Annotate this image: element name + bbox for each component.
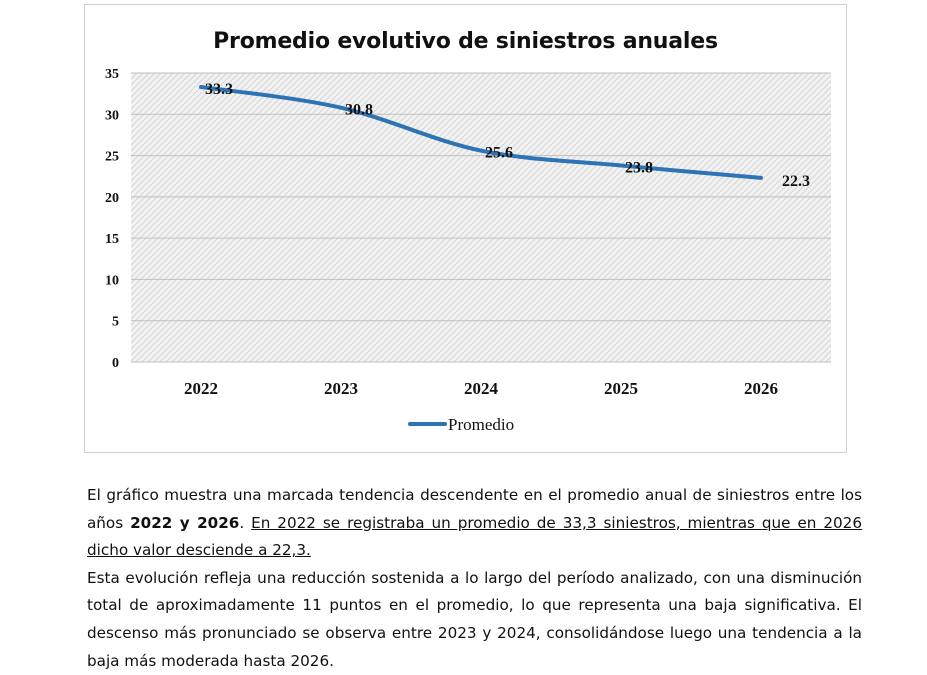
x-axis-ticks: 2022 2023 2024 2025 2026 [184, 379, 778, 398]
data-labels: 33.3 30.8 25.6 23.8 22.3 [205, 81, 810, 190]
chart-title: Promedio evolutivo de siniestros anuales [213, 29, 718, 54]
y-tick-label: 30 [105, 108, 119, 123]
y-tick-label: 35 [105, 67, 119, 82]
legend-label: Promedio [448, 415, 514, 434]
x-tick-label: 2026 [744, 379, 778, 398]
paragraph-1-lead: El gráfico muestra una marcada tendencia… [87, 486, 862, 532]
y-tick-label: 20 [105, 191, 119, 206]
data-label: 30.8 [345, 102, 373, 119]
y-tick-label: 10 [105, 273, 119, 288]
x-tick-label: 2022 [184, 379, 218, 398]
paragraph-2: Esta evolución refleja una reducción sos… [87, 568, 862, 670]
data-label: 22.3 [782, 173, 810, 190]
data-label: 23.8 [625, 159, 653, 176]
x-tick-label: 2024 [464, 379, 499, 398]
gridlines [131, 72, 831, 363]
plot-area [131, 73, 831, 362]
y-tick-label: 5 [112, 315, 119, 330]
paragraph-1: El gráfico muestra una marcada tendencia… [87, 482, 862, 565]
paragraph-1-years: 2022 y 2026 [130, 513, 240, 532]
x-tick-label: 2025 [604, 379, 638, 398]
y-axis-ticks: 0 5 10 15 20 25 30 35 [105, 67, 119, 371]
y-tick-label: 15 [105, 232, 119, 247]
paragraph-1-mid: . [239, 513, 252, 532]
x-tick-label: 2023 [324, 379, 358, 398]
data-label: 33.3 [205, 81, 233, 98]
y-tick-label: 25 [105, 150, 119, 165]
y-tick-label: 0 [112, 356, 119, 371]
series-promedio [199, 85, 763, 180]
data-label: 25.6 [485, 145, 513, 162]
legend: Promedio [408, 415, 514, 434]
chart-frame: Promedio evolutivo de siniestros anuales… [84, 4, 847, 453]
analysis-text: El gráfico muestra una marcada tendencia… [87, 482, 862, 675]
series-line [199, 85, 763, 180]
paragraph-1-underlined: En 2022 se registraba un promedio de 33,… [87, 513, 863, 560]
